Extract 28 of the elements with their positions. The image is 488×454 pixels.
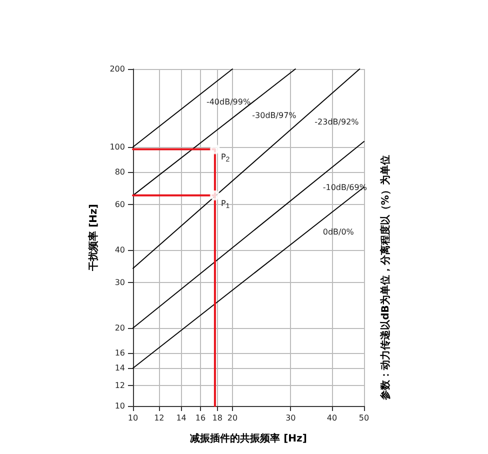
y-tick-label: 16 bbox=[114, 348, 125, 358]
y-axis-title: 干扰频率 [Hz] bbox=[88, 204, 100, 272]
y-tick-label: 60 bbox=[114, 200, 125, 209]
y-tick-label: 10 bbox=[114, 402, 125, 410]
x-tick-label: 30 bbox=[286, 414, 296, 422]
x-tick-label: 40 bbox=[326, 414, 338, 422]
annotation: -30dB/97% bbox=[252, 111, 297, 120]
x-tick-label: 18 bbox=[212, 414, 222, 422]
y-tick-label: 30 bbox=[114, 278, 125, 287]
y-tick-label: 100 bbox=[110, 142, 125, 152]
x-tick-label: 20 bbox=[227, 414, 238, 422]
y-tick-label: 12 bbox=[114, 380, 125, 390]
x-axis-title: 减振插件的共振频率 [Hz] bbox=[190, 432, 307, 444]
x-tick-label: 10 bbox=[128, 414, 138, 422]
x-tick-label: 16 bbox=[195, 414, 206, 422]
x-tick-label: 14 bbox=[176, 414, 186, 422]
y-tick-label: 80 bbox=[114, 168, 125, 177]
annotation: -40dB/99% bbox=[206, 98, 251, 107]
text: 参数：动力传递以dB为单位，分离程度以（%）为单位 bbox=[380, 155, 392, 401]
y-tick-label: 40 bbox=[114, 246, 125, 255]
annotation: 0dB/0% bbox=[322, 228, 354, 237]
y-tick-label: 20 bbox=[114, 324, 125, 333]
y-tick-label: 200 bbox=[110, 64, 125, 74]
annotation: -10dB/69% bbox=[322, 182, 368, 192]
y-tick-label: 14 bbox=[114, 364, 125, 373]
x-tick-label: 50 bbox=[358, 414, 370, 422]
x-tick-label: 12 bbox=[154, 414, 164, 422]
annotation: -23dB/92% bbox=[314, 118, 360, 127]
